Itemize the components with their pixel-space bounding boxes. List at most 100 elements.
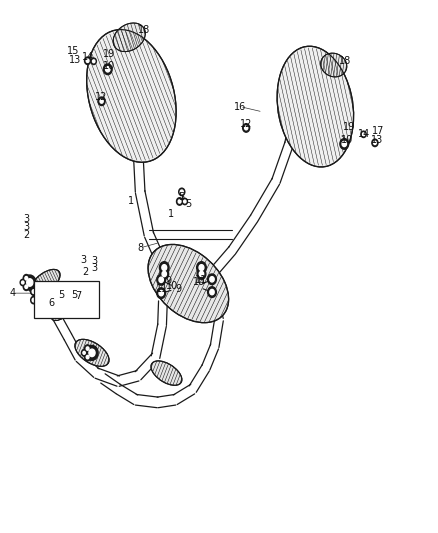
- Circle shape: [60, 288, 63, 293]
- Circle shape: [177, 198, 183, 205]
- Text: 11: 11: [195, 276, 208, 285]
- Text: 5: 5: [58, 290, 64, 300]
- Circle shape: [197, 269, 206, 279]
- Circle shape: [31, 296, 37, 304]
- Ellipse shape: [75, 340, 109, 366]
- Circle shape: [91, 58, 96, 64]
- Ellipse shape: [51, 303, 70, 320]
- Circle shape: [374, 141, 376, 144]
- Text: 4: 4: [9, 288, 15, 298]
- Circle shape: [208, 287, 216, 297]
- Text: 7: 7: [75, 291, 81, 301]
- Circle shape: [43, 299, 53, 311]
- Circle shape: [180, 190, 183, 193]
- Circle shape: [86, 345, 98, 360]
- Circle shape: [244, 126, 248, 130]
- Circle shape: [25, 277, 28, 280]
- Circle shape: [199, 265, 204, 270]
- Ellipse shape: [30, 269, 60, 296]
- Circle shape: [160, 269, 169, 279]
- Circle shape: [100, 99, 103, 103]
- Text: 3: 3: [23, 214, 29, 223]
- Text: 5: 5: [185, 199, 191, 208]
- Circle shape: [24, 275, 36, 290]
- Text: 3: 3: [23, 222, 29, 231]
- Text: 1: 1: [168, 209, 174, 219]
- Circle shape: [86, 347, 89, 350]
- Circle shape: [57, 301, 64, 309]
- Text: 3: 3: [80, 255, 86, 265]
- Text: 12: 12: [240, 119, 252, 128]
- Circle shape: [64, 302, 67, 305]
- Circle shape: [85, 57, 91, 64]
- Text: 6: 6: [49, 298, 55, 308]
- Circle shape: [49, 287, 54, 294]
- Circle shape: [86, 59, 89, 62]
- Text: 1: 1: [128, 197, 134, 206]
- Text: 16: 16: [234, 102, 246, 111]
- Text: 18: 18: [138, 25, 150, 35]
- Circle shape: [210, 277, 214, 282]
- Circle shape: [63, 301, 68, 307]
- Circle shape: [159, 262, 169, 273]
- Circle shape: [85, 345, 91, 352]
- Text: 14: 14: [358, 130, 371, 139]
- Text: 18: 18: [339, 56, 351, 66]
- Text: 17: 17: [372, 126, 385, 135]
- Circle shape: [362, 133, 365, 136]
- Circle shape: [243, 124, 250, 132]
- Circle shape: [89, 349, 95, 357]
- Text: 2: 2: [23, 230, 29, 239]
- Circle shape: [372, 139, 378, 147]
- Circle shape: [162, 265, 166, 270]
- Circle shape: [178, 200, 181, 203]
- Circle shape: [83, 351, 85, 354]
- Circle shape: [32, 290, 35, 293]
- Circle shape: [98, 97, 105, 106]
- Circle shape: [159, 277, 163, 282]
- Circle shape: [159, 290, 163, 296]
- Circle shape: [25, 285, 28, 288]
- Text: 10: 10: [166, 281, 178, 291]
- Text: 13: 13: [69, 55, 81, 65]
- Circle shape: [68, 288, 72, 293]
- Text: 12: 12: [95, 92, 108, 102]
- Circle shape: [162, 271, 166, 277]
- Text: 14: 14: [81, 52, 94, 62]
- Ellipse shape: [87, 30, 176, 162]
- Text: 11: 11: [156, 284, 168, 294]
- Ellipse shape: [321, 53, 347, 77]
- Text: 19: 19: [343, 122, 356, 132]
- Circle shape: [53, 302, 58, 308]
- Circle shape: [54, 303, 57, 306]
- Text: 3: 3: [91, 256, 97, 266]
- Circle shape: [66, 286, 74, 295]
- Ellipse shape: [277, 46, 353, 167]
- Circle shape: [31, 288, 37, 295]
- Circle shape: [361, 131, 366, 138]
- Circle shape: [59, 303, 62, 306]
- Circle shape: [184, 200, 186, 203]
- Text: 9: 9: [176, 284, 182, 294]
- Text: 9: 9: [165, 277, 171, 286]
- Circle shape: [199, 271, 204, 277]
- Text: 13: 13: [371, 135, 383, 144]
- Text: 10: 10: [193, 278, 205, 287]
- Circle shape: [157, 274, 166, 285]
- Circle shape: [27, 279, 33, 286]
- Circle shape: [182, 198, 187, 205]
- Text: 3: 3: [91, 263, 97, 272]
- Ellipse shape: [113, 23, 145, 52]
- Circle shape: [46, 284, 57, 297]
- Circle shape: [57, 286, 65, 295]
- Circle shape: [23, 274, 29, 282]
- Circle shape: [92, 60, 95, 63]
- Text: 10: 10: [341, 135, 353, 144]
- Circle shape: [21, 281, 24, 284]
- Circle shape: [23, 283, 29, 290]
- Ellipse shape: [148, 245, 229, 322]
- Text: 5: 5: [71, 290, 78, 300]
- Circle shape: [106, 67, 110, 72]
- Circle shape: [340, 139, 349, 149]
- Text: 19: 19: [102, 50, 115, 59]
